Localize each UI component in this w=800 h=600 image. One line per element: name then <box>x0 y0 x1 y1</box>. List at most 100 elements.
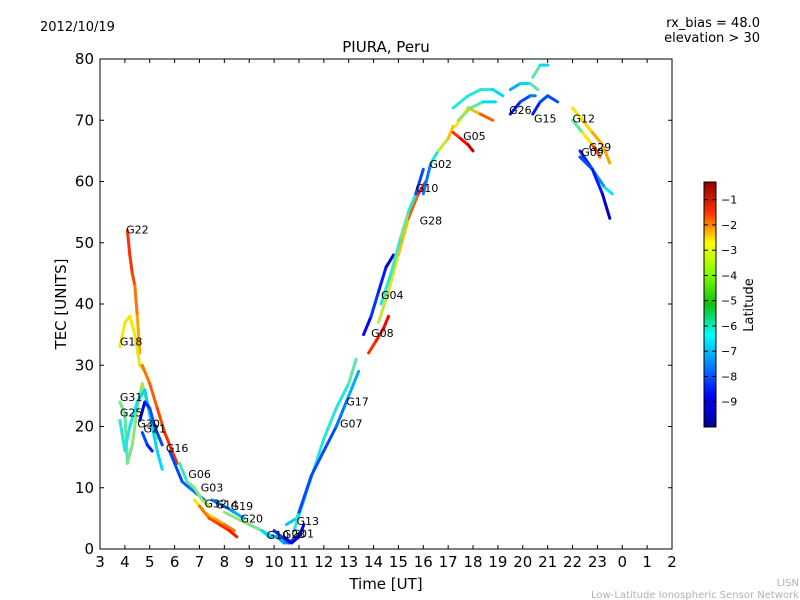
x-tick-label: 16 <box>414 553 433 571</box>
series-segment <box>155 449 164 471</box>
series-segment <box>272 529 283 539</box>
y-tick-label: 40 <box>75 295 94 313</box>
series-g16 <box>140 363 179 465</box>
series-segment <box>571 118 584 134</box>
sat-label-g29: G29 <box>589 141 612 154</box>
sat-label-g13: G13 <box>297 515 320 528</box>
series-segment <box>387 253 400 294</box>
series-segment <box>456 106 473 122</box>
y-axis-label: TEC [UNITS] <box>52 259 70 351</box>
series-segment <box>145 443 154 453</box>
x-tick-label: 9 <box>244 553 254 571</box>
series-segment <box>118 418 127 453</box>
sat-label-g20: G20 <box>241 513 264 526</box>
colorbar-tick-label: −9 <box>721 396 737 409</box>
y-tick-label: 80 <box>75 50 94 68</box>
colorbar-tick-label: −7 <box>721 345 737 358</box>
series-segment <box>369 290 380 318</box>
series-g19 <box>210 498 246 520</box>
chart-title: PIURA, Peru <box>342 38 429 56</box>
series-segment <box>571 106 584 122</box>
sat-label-g25: G25 <box>120 407 143 420</box>
sat-label-g10: G10 <box>416 182 439 195</box>
series-segment <box>466 88 482 98</box>
sat-label-g07: G07 <box>340 418 363 431</box>
series-segment <box>508 100 522 116</box>
y-tick-label: 60 <box>75 173 94 191</box>
series-segment <box>222 510 239 520</box>
series-segment <box>322 425 338 453</box>
series-segment <box>479 112 495 122</box>
x-tick-label: 0 <box>617 553 627 571</box>
x-tick-label: 2 <box>667 553 677 571</box>
x-tick-label: 10 <box>265 553 284 571</box>
sat-label-g14: G14 <box>216 499 239 512</box>
series-segment <box>118 400 127 416</box>
series-segment <box>309 449 326 477</box>
series-segment <box>133 284 139 318</box>
series-g03 <box>178 461 211 508</box>
colorbar-tick-label: −1 <box>721 194 737 207</box>
series-segment <box>459 137 470 147</box>
series-segment <box>469 100 485 110</box>
x-tick-label: 15 <box>389 553 408 571</box>
series-segment <box>389 235 403 275</box>
x-tick-label: 20 <box>513 553 532 571</box>
series-segment <box>396 216 410 257</box>
x-tick-label: 5 <box>145 553 155 571</box>
series-segment <box>414 167 425 196</box>
series-segment <box>531 63 542 79</box>
series-segment <box>451 131 463 141</box>
colorbar-tick-label: −6 <box>721 320 737 333</box>
series-g26b <box>456 100 497 122</box>
series-segment <box>235 516 251 526</box>
series-g28 <box>377 180 428 324</box>
series-segment <box>297 523 306 539</box>
series-g12 <box>571 106 612 165</box>
x-tick-label: 6 <box>170 553 180 571</box>
sat-label-g21: G21 <box>144 423 167 436</box>
series-segment <box>581 118 594 134</box>
series-segment <box>118 320 127 349</box>
x-tick-label: 1 <box>642 553 652 571</box>
series-segment <box>285 516 298 526</box>
x-tick-label: 19 <box>488 553 507 571</box>
series-g14 <box>198 504 239 539</box>
colorbar-tick-label: −3 <box>721 244 737 257</box>
series-g04 <box>362 253 395 337</box>
series-segment <box>188 486 199 496</box>
series-segment <box>140 431 149 447</box>
series-segment <box>282 535 293 545</box>
series-segment <box>590 143 602 159</box>
y-tick-label: 10 <box>75 479 94 497</box>
series-segment <box>128 253 134 275</box>
series-segment <box>138 400 147 422</box>
series-segment <box>382 314 390 330</box>
y-tick-label: 30 <box>75 356 94 374</box>
series-segment <box>130 406 139 447</box>
series-segment <box>466 143 475 153</box>
x-tick-label: 18 <box>463 553 482 571</box>
sat-label-g01: G01 <box>292 527 315 540</box>
sat-label-g12: G12 <box>573 113 596 126</box>
x-tick-label: 17 <box>439 553 458 571</box>
series-segment <box>260 529 271 539</box>
sat-label-g04: G04 <box>381 289 404 302</box>
x-tick-label: 11 <box>289 553 308 571</box>
sat-label-g23: G23 <box>283 528 306 541</box>
series-segment <box>247 523 264 533</box>
series-segment <box>150 425 159 453</box>
series-segment <box>200 498 211 508</box>
sat-label-g19: G19 <box>231 500 254 513</box>
series-segment <box>603 186 614 196</box>
y-tick-label: 20 <box>75 418 94 436</box>
series-segment <box>347 357 358 386</box>
x-tick-label: 22 <box>563 553 582 571</box>
series-g15 <box>531 63 550 79</box>
sat-label-g08: G08 <box>371 327 394 340</box>
y-tick-label: 0 <box>84 540 94 558</box>
series-segment <box>275 535 286 545</box>
series-segment <box>379 271 393 306</box>
series-segment <box>207 516 221 526</box>
series-segment <box>148 406 157 428</box>
